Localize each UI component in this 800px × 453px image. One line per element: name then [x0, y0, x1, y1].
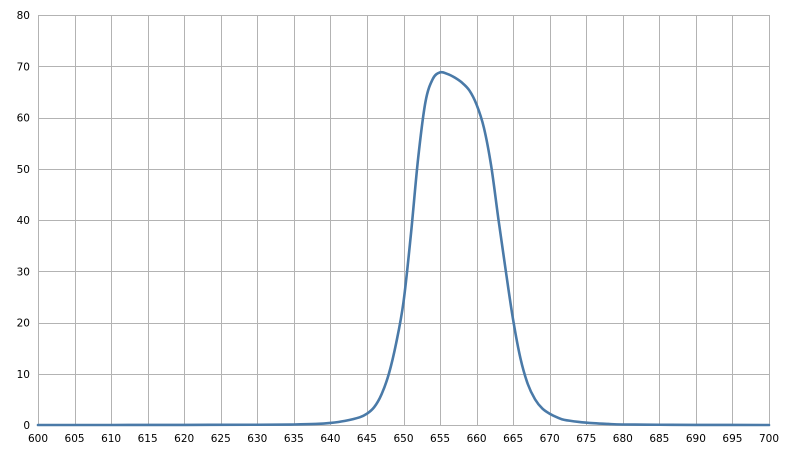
y-tick-label: 80 — [17, 10, 30, 22]
x-tick-label: 645 — [357, 433, 377, 445]
y-tick-label: 20 — [17, 318, 30, 330]
x-tick-label: 635 — [284, 433, 304, 445]
x-tick-label: 640 — [320, 433, 340, 445]
x-tick-label: 650 — [393, 433, 413, 445]
x-tick-label: 605 — [65, 433, 85, 445]
x-tick-label: 610 — [101, 433, 121, 445]
gridlines — [38, 15, 770, 426]
x-tick-label: 600 — [28, 433, 48, 445]
y-axis-tick-labels: 0 10 20 30 40 50 60 70 80 — [17, 10, 30, 432]
x-tick-label: 665 — [503, 433, 523, 445]
x-tick-label: 615 — [138, 433, 158, 445]
x-tick-label: 670 — [540, 433, 560, 445]
x-axis-tick-labels: 600 605 610 615 620 625 630 635 640 645 650 655 660 6… — [28, 433, 779, 445]
y-tick-label: 0 — [23, 420, 30, 432]
x-tick-label: 630 — [247, 433, 267, 445]
x-tick-label: 625 — [211, 433, 231, 445]
plot-area-frame — [38, 15, 770, 426]
y-tick-label: 70 — [17, 61, 30, 73]
x-tick-label: 660 — [467, 433, 487, 445]
y-tick-label: 60 — [17, 113, 30, 125]
x-tick-label: 700 — [759, 433, 779, 445]
y-tick-label: 10 — [17, 369, 30, 381]
series-group — [36, 70, 771, 427]
y-tick-label: 40 — [17, 215, 30, 227]
x-tick-label: 690 — [686, 433, 706, 445]
series-line-0 — [36, 70, 771, 427]
y-tick-label: 50 — [17, 164, 30, 176]
x-tick-label: 620 — [174, 433, 194, 445]
x-tick-label: 695 — [722, 433, 742, 445]
x-tick-label: 680 — [613, 433, 633, 445]
y-tick-label: 30 — [17, 266, 30, 278]
x-tick-label: 685 — [649, 433, 669, 445]
x-tick-label: 655 — [430, 433, 450, 445]
x-tick-label: 675 — [576, 433, 596, 445]
